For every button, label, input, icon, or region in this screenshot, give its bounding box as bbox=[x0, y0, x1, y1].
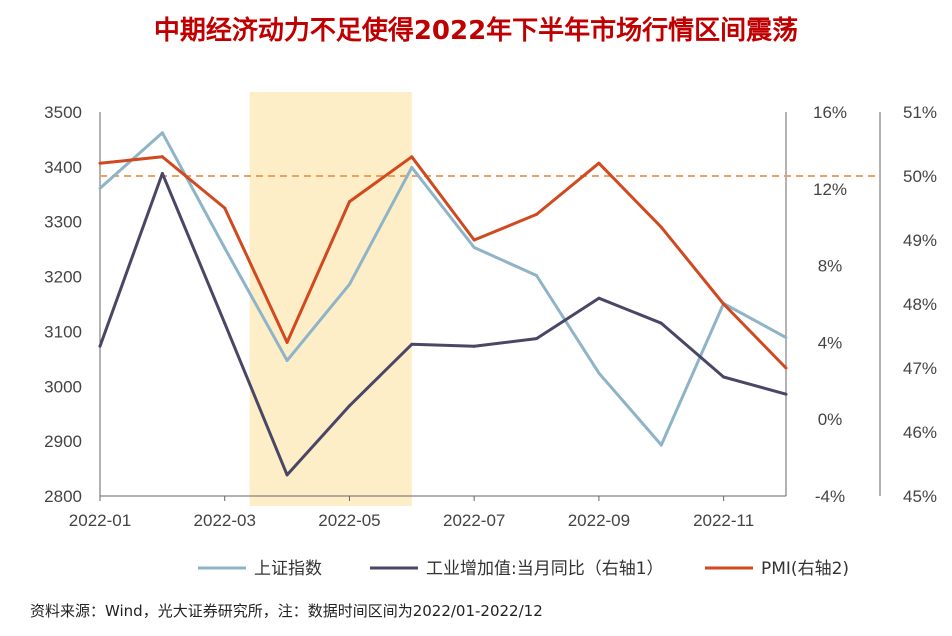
y-left-tick-label: 2900 bbox=[44, 432, 82, 451]
x-tick-label: 2022-07 bbox=[443, 511, 505, 530]
highlight-band bbox=[249, 92, 412, 506]
data-point bbox=[98, 161, 102, 165]
data-point bbox=[784, 335, 788, 339]
legend-label: 上证指数 bbox=[254, 559, 322, 579]
y-right2-tick-label: 50% bbox=[903, 167, 937, 186]
y-left-tick-label: 2800 bbox=[44, 487, 82, 506]
data-point bbox=[535, 337, 539, 341]
y-right2-tick-label: 51% bbox=[903, 103, 937, 122]
data-point bbox=[597, 371, 601, 375]
y-right2-tick-label: 46% bbox=[903, 423, 937, 442]
x-tick-label: 2022-01 bbox=[69, 511, 131, 530]
data-point bbox=[347, 200, 351, 204]
x-tick-label: 2022-09 bbox=[568, 511, 630, 530]
data-point bbox=[98, 186, 102, 190]
data-point bbox=[472, 344, 476, 348]
series-line-sh-index bbox=[99, 131, 787, 447]
data-point bbox=[722, 302, 726, 306]
data-point bbox=[784, 366, 788, 370]
y-left-tick-label: 3100 bbox=[44, 322, 82, 341]
y-right2-tick-label: 48% bbox=[903, 295, 937, 314]
data-point bbox=[347, 282, 351, 286]
data-point bbox=[784, 392, 788, 396]
data-point bbox=[659, 225, 663, 229]
x-tick-label: 2022-03 bbox=[194, 511, 256, 530]
data-point bbox=[223, 206, 227, 210]
data-point bbox=[160, 171, 164, 175]
y-left-tick-label: 3500 bbox=[44, 103, 82, 122]
data-point bbox=[659, 321, 663, 325]
data-point bbox=[98, 344, 102, 348]
y-left-tick-label: 3200 bbox=[44, 268, 82, 287]
y-right2-tick-label: 47% bbox=[903, 359, 937, 378]
x-tick-label: 2022-05 bbox=[318, 511, 380, 530]
data-point bbox=[535, 273, 539, 277]
y-right1-tick-label: 12% bbox=[813, 180, 847, 199]
y-left-tick-label: 3000 bbox=[44, 377, 82, 396]
data-point bbox=[410, 342, 414, 346]
data-point bbox=[285, 473, 289, 477]
data-point bbox=[722, 375, 726, 379]
data-point bbox=[472, 238, 476, 242]
data-point bbox=[160, 155, 164, 159]
data-point bbox=[472, 245, 476, 249]
y-right1-tick-label: 16% bbox=[813, 103, 847, 122]
y-right2-tick-label: 45% bbox=[903, 487, 937, 506]
legend-label: 工业增加值:当月同比（右轴1） bbox=[426, 559, 664, 579]
data-point bbox=[347, 404, 351, 408]
data-point bbox=[535, 212, 539, 216]
legend-label: PMI(右轴2) bbox=[761, 559, 849, 579]
data-point bbox=[223, 321, 227, 325]
data-point bbox=[285, 340, 289, 344]
y-right1-tick-label: 8% bbox=[818, 257, 843, 276]
data-point bbox=[285, 359, 289, 363]
y-left-tick-label: 3400 bbox=[44, 158, 82, 177]
data-point bbox=[410, 155, 414, 159]
y-right1-tick-label: -4% bbox=[815, 487, 845, 506]
series-line-pmi bbox=[99, 155, 788, 370]
y-left-tick-label: 3300 bbox=[44, 213, 82, 232]
series-line-industrial bbox=[98, 171, 787, 477]
data-point bbox=[597, 296, 601, 300]
y-right1-tick-label: 4% bbox=[818, 333, 843, 352]
data-point bbox=[597, 161, 601, 165]
data-point bbox=[223, 246, 227, 250]
data-point bbox=[410, 165, 414, 169]
chart-title: 中期经济动力不足使得2022年下半年市场行情区间震荡 bbox=[153, 16, 799, 46]
y-right2-tick-label: 49% bbox=[903, 231, 937, 250]
x-tick-label: 2022-11 bbox=[693, 511, 754, 530]
data-point bbox=[160, 131, 164, 135]
source-note: 资料来源：Wind，光大证券研究所，注：数据时间区间为2022/01-2022/… bbox=[30, 602, 543, 620]
data-point bbox=[659, 443, 663, 447]
y-right1-tick-label: 0% bbox=[818, 410, 843, 429]
